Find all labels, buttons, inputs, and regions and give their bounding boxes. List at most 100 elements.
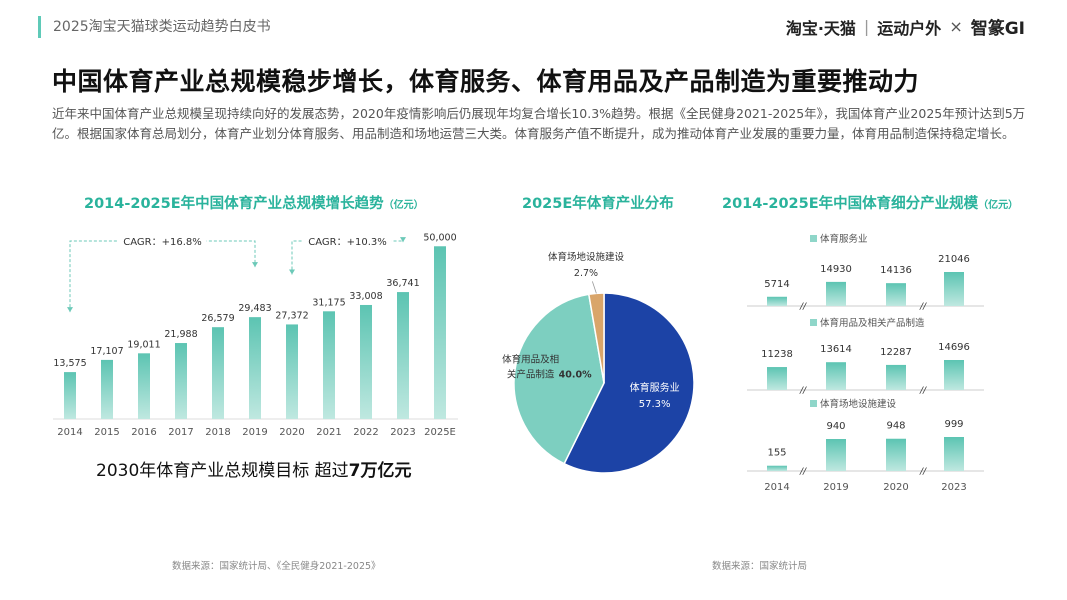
segment-value-label: 21046 <box>938 254 970 265</box>
chart1-x-tick: 2025E <box>424 427 456 438</box>
axis-break-icon: // <box>919 467 927 477</box>
chart1-bar-2016 <box>138 353 150 419</box>
pie-label-name: 体育用品及相 <box>502 353 559 365</box>
pie-slice-0 <box>563 292 695 474</box>
segment-bar-2-2019 <box>826 439 846 471</box>
chart1-x-tick: 2019 <box>242 427 267 438</box>
axis-break-icon: // <box>919 386 927 396</box>
chart1-cagr-label-bg <box>118 233 207 249</box>
report-title: 2025淘宝天猫球类运动趋势白皮书 <box>38 16 271 38</box>
chart1-x-tick: 2022 <box>353 427 378 438</box>
segment-bar-0-2019 <box>826 281 846 306</box>
chart1-title: 2014-2025E年中国体育产业总规模增长趋势（亿元） <box>84 196 424 212</box>
chart3-x-tick: 2019 <box>823 482 848 493</box>
chart1-bar-2021 <box>323 311 335 419</box>
segment-value-label: 13614 <box>820 344 852 355</box>
chart1-bar-2017 <box>175 343 187 419</box>
gi-logo: 智篆GI <box>970 19 1025 39</box>
chart3-title: 2014-2025E年中国体育细分产业规模（亿元） <box>722 196 1019 212</box>
chart2-title: 2025E年体育产业分布 <box>522 196 674 212</box>
segment-value-label: 14136 <box>880 265 912 276</box>
goal-statement: 2030年体育产业总规模目标 超过7万亿元 <box>96 461 412 481</box>
chart1-value-label: 50,000 <box>423 232 456 243</box>
chart1-x-tick: 2021 <box>316 427 341 438</box>
segment-value-label: 5714 <box>764 279 789 290</box>
chart1-value-label: 36,741 <box>386 278 419 289</box>
chart1-value-label: 27,372 <box>275 310 308 321</box>
pie-slice-1 <box>513 293 605 465</box>
arrow-down-icon <box>400 237 406 243</box>
chart1-value-label: 19,011 <box>127 339 160 350</box>
segment-bar-0-2023 <box>944 272 964 306</box>
chart1-x-tick: 2023 <box>390 427 415 438</box>
segment-bar-0-2014 <box>767 296 787 306</box>
brand-logos: 淘宝·天猫 | 运动户外 × 智篆GI <box>786 14 1025 39</box>
segment-value-label: 948 <box>886 421 905 432</box>
segment-bar-0-2020 <box>886 283 906 306</box>
legend-label: 体育用品及相关产品制造 <box>820 317 925 329</box>
chart1-x-tick: 2018 <box>205 427 230 438</box>
source-left: 数据来源：国家统计局、《全民健身2021-2025》 <box>172 561 381 572</box>
source-right: 数据来源：国家统计局 <box>712 561 808 572</box>
chart1-bar-2020 <box>286 324 298 419</box>
chart1-bar-2023 <box>397 292 409 419</box>
segment-value-label: 155 <box>767 448 786 459</box>
segment-bar-1-2014 <box>767 367 787 390</box>
chart1-cagr-bracket <box>69 240 256 313</box>
chart3-x-tick: 2014 <box>764 482 789 493</box>
chart1-bar-2015 <box>101 359 113 419</box>
chart1-value-label: 29,483 <box>238 303 271 314</box>
chart1-cagr-label-bg <box>303 233 392 249</box>
page-title: 中国体育产业总规模稳步增长，体育服务、体育用品及产品制造为重要推动力 <box>52 67 920 96</box>
segment-value-label: 11238 <box>761 349 793 360</box>
legend-swatch <box>810 400 817 407</box>
legend-label: 体育场地设施建设 <box>820 398 897 410</box>
distribution-pie-chart: 体育服务业 57.3% 体育用品及相关产品制造 40.0% 体育场地设施建设 2.7% <box>502 251 695 474</box>
segment-value-label: 940 <box>826 421 845 432</box>
collab-x: × <box>949 17 963 36</box>
sports-outdoor-logo: 运动户外 <box>877 18 942 38</box>
chart1-bar-2025E <box>434 246 446 419</box>
legend-swatch <box>810 319 817 326</box>
segment-value-label: 12287 <box>880 347 912 358</box>
legend-swatch <box>810 235 817 242</box>
axis-break-icon: // <box>799 467 807 477</box>
chart1-bar-2014 <box>64 372 76 419</box>
segment-bar-2-2023 <box>944 437 964 471</box>
segment-value-label: 14696 <box>938 342 970 353</box>
pie-label-name: 关产品制造 <box>507 368 555 380</box>
arrow-down-icon <box>67 307 73 313</box>
chart3-x-tick: 2020 <box>883 482 908 493</box>
chart1-bar-2018 <box>212 327 224 419</box>
total-scale-bar-chart: 13,575 2014 17,107 2015 19,011 2016 21,988 2017… <box>53 232 458 438</box>
segment-bar-1-2023 <box>944 360 964 390</box>
pie-label-name: 体育场地设施建设 <box>548 251 625 263</box>
segment-bar-2-2014 <box>767 465 787 471</box>
chart1-value-label: 21,988 <box>164 329 197 340</box>
segment-bar-1-2019 <box>826 362 846 390</box>
chart1-value-label: 33,008 <box>349 291 382 302</box>
chart1-x-tick: 2014 <box>57 427 82 438</box>
chart1-value-label: 17,107 <box>90 346 123 357</box>
chart1-cagr-bracket <box>291 240 404 275</box>
segment-bar-2-2020 <box>886 438 906 471</box>
segment-value-label: 999 <box>944 419 963 430</box>
chart1-value-label: 13,575 <box>53 358 86 369</box>
segment-value-label: 14930 <box>820 264 852 275</box>
chart1-value-label: 26,579 <box>201 313 234 324</box>
chart1-x-tick: 2020 <box>279 427 304 438</box>
chart1-x-tick: 2015 <box>94 427 119 438</box>
pie-slice-2 <box>587 292 605 384</box>
axis-break-icon: // <box>919 302 927 312</box>
legend-label: 体育服务业 <box>820 233 868 245</box>
axis-break-icon: // <box>799 386 807 396</box>
chart1-x-tick: 2016 <box>131 427 156 438</box>
arrow-down-icon <box>289 269 295 275</box>
chart1-value-label: 31,175 <box>312 297 345 308</box>
pie-label-value: 2.7% <box>574 268 598 279</box>
pie-leader-line <box>591 281 597 294</box>
chart1-x-tick: 2017 <box>168 427 193 438</box>
segment-bar-chart: 体育服务业 5714 14930 14136 21046 // // 体育用品及相关产品制造 1… <box>747 233 984 493</box>
arrow-down-icon <box>252 262 258 268</box>
axis-break-icon: // <box>799 302 807 312</box>
